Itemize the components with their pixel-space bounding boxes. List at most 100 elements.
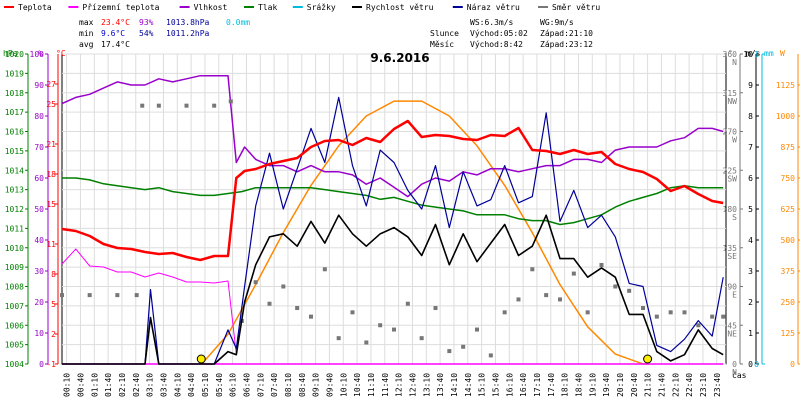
winddir-tick-label: 0 xyxy=(732,360,737,369)
pressure-tick-label: 1004 xyxy=(5,360,24,369)
x-tick-label: 23:40 xyxy=(713,373,722,397)
x-tick-label: 18:10 xyxy=(561,373,570,397)
x-tick-label: 20:40 xyxy=(630,373,639,397)
stats-max-hum: 93% xyxy=(139,18,154,27)
windspeed-tick-label: 2 xyxy=(748,298,753,307)
humidity-tick-label: 10 xyxy=(34,329,44,338)
x-tick-label: 00:10 xyxy=(63,373,72,397)
x-tick-label: 19:10 xyxy=(588,373,597,397)
windspeed-tick-label: 3 xyxy=(748,267,753,276)
pressure-tick-label: 1016 xyxy=(5,128,24,137)
legend-label: Teplota xyxy=(18,3,52,12)
x-tick-label: 03:10 xyxy=(146,373,155,397)
series-ground-temp-line xyxy=(61,248,237,355)
legend-label: Směr větru xyxy=(552,3,600,12)
solar-tick-label: 250 xyxy=(781,298,796,307)
series-winddir-point xyxy=(668,310,673,315)
sun-rise: Východ:05:02 xyxy=(470,29,528,38)
axis-units: hPa % °C ° m/s mm W čas xyxy=(3,49,785,380)
series-winddir-point xyxy=(516,297,521,302)
pressure-tick-label: 1005 xyxy=(5,341,24,350)
windspeed-tick-label: 8 xyxy=(748,112,753,121)
pressure-tick-label: 1017 xyxy=(5,108,24,117)
winddir-compass-label: E xyxy=(732,291,737,300)
stats-max-label: max xyxy=(79,18,94,27)
windspeed-tick-label: 5 xyxy=(748,205,753,214)
stats-max-press: 1013.8hPa xyxy=(166,18,210,27)
windspeed-tick-label: 10 xyxy=(743,50,753,59)
series-winddir-point xyxy=(447,349,452,354)
humidity-tick-label: 50 xyxy=(34,205,44,214)
series-winddir-point xyxy=(364,340,369,345)
temp-tick-label: -1 xyxy=(46,360,56,369)
series-winddir-point xyxy=(721,314,726,319)
series-solar-line xyxy=(201,100,649,365)
series-winddir-point xyxy=(140,103,145,108)
temp-tick-label: 21 xyxy=(46,140,56,149)
humidity-tick-label: 0 xyxy=(39,360,44,369)
series-winddir-point xyxy=(322,267,327,272)
rain-tick-label: 0 xyxy=(754,360,759,369)
legend-label: Přízemní teplota xyxy=(82,3,159,12)
series-winddir-point xyxy=(212,103,217,108)
series-winddir-point xyxy=(613,284,618,289)
series-winddir-point xyxy=(544,293,549,298)
series-winddir-point xyxy=(488,353,493,358)
unit-mm: mm xyxy=(764,49,774,58)
series-winddir-point xyxy=(115,293,120,298)
series-winddir-point xyxy=(156,103,161,108)
chart-title: 9.6.2016 xyxy=(370,51,429,65)
humidity-tick-label: 80 xyxy=(34,112,44,121)
moon-set: Západ:23:12 xyxy=(540,40,593,49)
x-tick-label: 00:40 xyxy=(76,373,85,397)
x-tick-label: 01:10 xyxy=(90,373,99,397)
pressure-tick-label: 1019 xyxy=(5,69,24,78)
solar-tick-label: 875 xyxy=(781,143,796,152)
winddir-compass-label: N xyxy=(732,58,737,67)
series-winddir-point xyxy=(558,297,562,302)
humidity-tick-label: 60 xyxy=(34,174,44,183)
x-tick-label: 23:10 xyxy=(699,373,708,397)
series-winddir-point xyxy=(585,310,590,315)
x-tick-label: 22:40 xyxy=(685,373,694,397)
stats-block: max 23.4°C 93% 1013.8hPa 0.0mm min 9.6°C… xyxy=(79,18,250,49)
pressure-tick-label: 1008 xyxy=(5,283,24,292)
series-winddir-point xyxy=(378,323,383,328)
humidity-tick-label: 90 xyxy=(34,81,44,90)
x-tick-label: 20:10 xyxy=(616,373,625,397)
solar-tick-label: 625 xyxy=(781,205,796,214)
x-tick-label: 12:40 xyxy=(408,373,417,397)
x-tick-label: 15:40 xyxy=(491,373,500,397)
x-tick-label: 01:40 xyxy=(104,373,113,397)
series-winddir-point xyxy=(134,293,139,298)
windspeed-tick-label: 1 xyxy=(748,329,753,338)
series-winddir-point xyxy=(502,310,507,315)
series-winddir-point xyxy=(184,103,189,108)
x-tick-label: 21:40 xyxy=(657,373,666,397)
winddir-tick-label: 135 xyxy=(723,244,738,253)
temp-tick-label: 18 xyxy=(46,170,56,179)
series-winddir-point xyxy=(405,301,410,306)
temp-tick-label: 15 xyxy=(46,200,56,209)
humidity-tick-label: 20 xyxy=(34,298,44,307)
series-winddir-point xyxy=(281,284,286,289)
pressure-tick-label: 1013 xyxy=(5,186,24,195)
winddir-compass-label: SW xyxy=(727,174,737,183)
series-winddir-point xyxy=(641,306,645,311)
solar-tick-label: 500 xyxy=(781,236,796,245)
stats-min-press: 1011.2hPa xyxy=(166,29,210,38)
x-tick-label: 09:40 xyxy=(325,373,334,397)
series-winddir-point xyxy=(228,99,233,104)
series-winddir-point xyxy=(530,267,535,272)
stats-min-temp: 9.6°C xyxy=(101,29,125,38)
series-winddir-point xyxy=(710,314,715,319)
sun-marker xyxy=(643,354,653,364)
sun-label: Slunce xyxy=(430,29,459,38)
unit-pct: % xyxy=(38,49,43,58)
rain-tick-label: 1 xyxy=(754,50,759,59)
pressure-tick-label: 1014 xyxy=(5,166,24,175)
winddir-tick-label: 270 xyxy=(723,128,738,137)
wind-ws: WS:6.3m/s xyxy=(470,18,514,27)
x-unit-label: čas xyxy=(732,370,747,380)
series-winddir-point xyxy=(309,314,313,319)
